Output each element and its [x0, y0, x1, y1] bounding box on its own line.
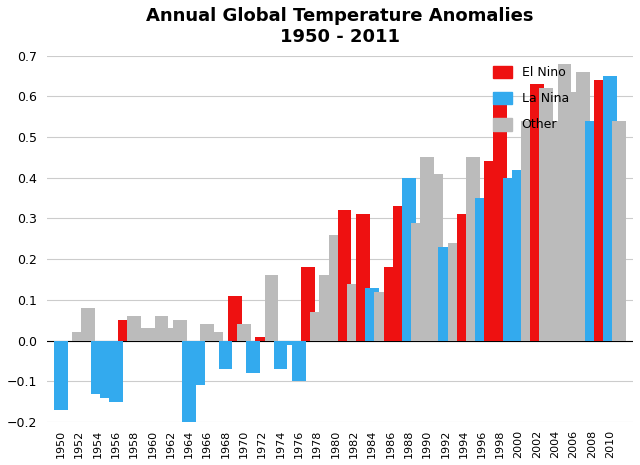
Bar	[292, 341, 306, 381]
Bar	[365, 288, 379, 341]
Bar	[54, 341, 68, 410]
Bar	[466, 158, 480, 341]
Bar	[402, 178, 415, 341]
Bar	[264, 275, 278, 341]
Bar	[246, 341, 260, 373]
Bar	[182, 341, 196, 422]
Bar	[393, 206, 406, 341]
Bar	[374, 292, 388, 341]
Bar	[612, 121, 626, 341]
Bar	[540, 88, 553, 341]
Bar	[81, 308, 95, 341]
Bar	[411, 223, 425, 341]
Bar	[283, 341, 296, 345]
Bar	[90, 341, 104, 393]
Bar	[274, 341, 287, 369]
Bar	[438, 247, 452, 341]
Bar	[429, 174, 443, 341]
Bar	[228, 296, 242, 341]
Bar	[118, 320, 132, 341]
Bar	[109, 341, 123, 402]
Bar	[484, 161, 498, 341]
Bar	[420, 158, 434, 341]
Bar	[72, 332, 86, 341]
Bar	[145, 328, 159, 341]
Bar	[173, 320, 187, 341]
Bar	[548, 121, 562, 341]
Bar	[457, 214, 470, 341]
Bar	[164, 328, 177, 341]
Bar	[585, 121, 598, 341]
Bar	[127, 316, 141, 341]
Bar	[512, 170, 525, 341]
Bar	[319, 275, 333, 341]
Bar	[475, 198, 489, 341]
Bar	[356, 214, 370, 341]
Bar	[383, 267, 397, 341]
Bar	[209, 332, 223, 341]
Bar	[301, 267, 315, 341]
Bar	[219, 341, 232, 369]
Legend: El Nino, La Nina, Other: El Nino, La Nina, Other	[493, 66, 569, 132]
Bar	[237, 324, 251, 341]
Bar	[100, 341, 113, 398]
Bar	[347, 284, 361, 341]
Bar	[566, 92, 580, 341]
Bar	[136, 328, 150, 341]
Bar	[594, 80, 608, 341]
Bar	[328, 235, 342, 341]
Bar	[447, 243, 461, 341]
Bar	[310, 312, 324, 341]
Bar	[338, 210, 351, 341]
Bar	[493, 92, 507, 341]
Bar	[191, 341, 205, 385]
Bar	[200, 324, 214, 341]
Bar	[557, 64, 572, 341]
Bar	[530, 84, 544, 341]
Bar	[604, 76, 617, 341]
Bar	[155, 316, 168, 341]
Bar	[576, 72, 589, 341]
Title: Annual Global Temperature Anomalies
1950 - 2011: Annual Global Temperature Anomalies 1950…	[147, 7, 534, 46]
Bar	[521, 121, 534, 341]
Bar	[502, 178, 516, 341]
Bar	[255, 337, 269, 341]
